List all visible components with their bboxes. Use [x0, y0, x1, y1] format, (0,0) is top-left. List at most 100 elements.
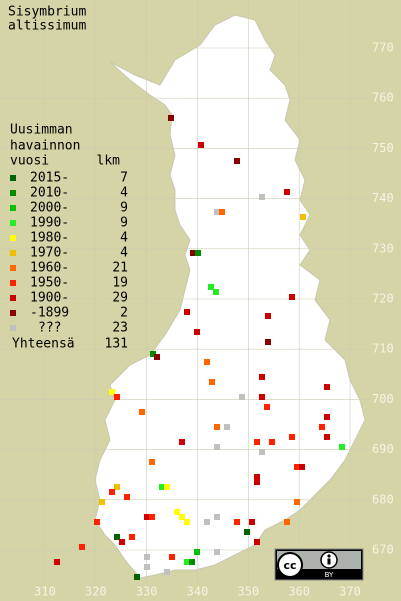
- observation: [144, 554, 150, 560]
- observation: [189, 559, 195, 565]
- observation: [219, 209, 225, 215]
- observation: [265, 339, 271, 345]
- observation: [254, 539, 260, 545]
- observation: [339, 444, 345, 450]
- observation: [109, 489, 115, 495]
- observation: [214, 424, 220, 430]
- observation: [198, 142, 204, 148]
- title: Sisymbrium: [8, 5, 86, 20]
- observation: [319, 424, 325, 430]
- y-label: 700: [372, 392, 394, 406]
- observation: [254, 439, 260, 445]
- legend-swatch: [10, 310, 16, 316]
- observation: [94, 519, 100, 525]
- legend-label: 1990-: [30, 216, 69, 231]
- observation: [144, 564, 150, 570]
- legend-label: 2015-: [30, 171, 69, 186]
- observation: [144, 514, 150, 520]
- observation: [259, 449, 265, 455]
- observation: [234, 519, 240, 525]
- y-label: 720: [372, 292, 394, 306]
- observation: [159, 484, 165, 490]
- legend-count: 29: [112, 291, 128, 306]
- observation: [259, 394, 265, 400]
- observation: [129, 534, 135, 540]
- observation: [259, 374, 265, 380]
- y-label: 760: [372, 91, 394, 105]
- observation: [269, 439, 275, 445]
- x-label: 360: [288, 585, 310, 599]
- legend-count: 4: [120, 186, 128, 201]
- observation: [149, 459, 155, 465]
- observation: [154, 354, 160, 360]
- observation: [284, 189, 290, 195]
- legend-label: -1899: [30, 306, 69, 321]
- observation: [164, 569, 170, 575]
- observation: [324, 434, 330, 440]
- legend-count: 4: [120, 231, 128, 246]
- observation: [109, 389, 115, 395]
- x-label: 320: [85, 585, 107, 599]
- observation: [254, 479, 260, 485]
- legend-swatch: [10, 205, 16, 211]
- observation: [168, 115, 174, 121]
- legend-header: Uusimman: [10, 123, 73, 138]
- observation: [300, 214, 306, 220]
- x-label: 370: [339, 585, 361, 599]
- legend-swatch: [10, 220, 16, 226]
- observation: [289, 294, 295, 300]
- observation: [164, 484, 170, 490]
- observation: [254, 474, 260, 480]
- observation: [214, 209, 220, 215]
- legend-swatch: [10, 280, 16, 286]
- license-cc: cc: [283, 559, 296, 572]
- observation: [195, 250, 201, 256]
- legend-total: 131: [105, 337, 128, 352]
- observation: [259, 194, 265, 200]
- observation: [179, 439, 185, 445]
- legend-swatch: [10, 295, 16, 301]
- observation: [249, 519, 255, 525]
- observation: [265, 313, 271, 319]
- y-label: 730: [372, 241, 394, 255]
- observation: [139, 409, 145, 415]
- legend-count: 4: [120, 246, 128, 261]
- legend-label: 2000-: [30, 201, 69, 216]
- title: altissimum: [8, 19, 86, 34]
- x-label: 340: [187, 585, 209, 599]
- observation: [99, 499, 105, 505]
- y-label: 710: [372, 342, 394, 356]
- legend-count: 7: [120, 171, 128, 186]
- observation: [214, 444, 220, 450]
- legend-count-header: lkm: [97, 154, 121, 169]
- observation: [134, 574, 140, 580]
- observation: [174, 509, 180, 515]
- observation: [194, 329, 200, 335]
- observation: [234, 158, 240, 164]
- legend-count: 23: [112, 321, 128, 336]
- observation: [264, 404, 270, 410]
- license-badge: cc BY: [274, 548, 364, 581]
- observation: [149, 514, 155, 520]
- legend-label: 1980-: [30, 231, 69, 246]
- legend-total-label: Yhteensä: [12, 337, 75, 352]
- y-label: 670: [372, 543, 394, 557]
- x-label: 350: [237, 585, 259, 599]
- observation: [208, 284, 214, 290]
- legend-swatch: [10, 190, 16, 196]
- legend-swatch: [10, 265, 16, 271]
- observation: [194, 549, 200, 555]
- legend-count: 9: [120, 216, 128, 231]
- legend-swatch: [10, 235, 16, 241]
- observation: [119, 539, 125, 545]
- observation: [114, 484, 120, 490]
- observation: [284, 519, 290, 525]
- observation: [150, 351, 156, 357]
- x-label: 310: [34, 585, 56, 599]
- y-label: 740: [372, 191, 394, 205]
- legend-swatch: [10, 325, 16, 331]
- legend-header: havainnon: [10, 139, 80, 154]
- x-label: 330: [136, 585, 158, 599]
- legend-label: 2010-: [30, 186, 69, 201]
